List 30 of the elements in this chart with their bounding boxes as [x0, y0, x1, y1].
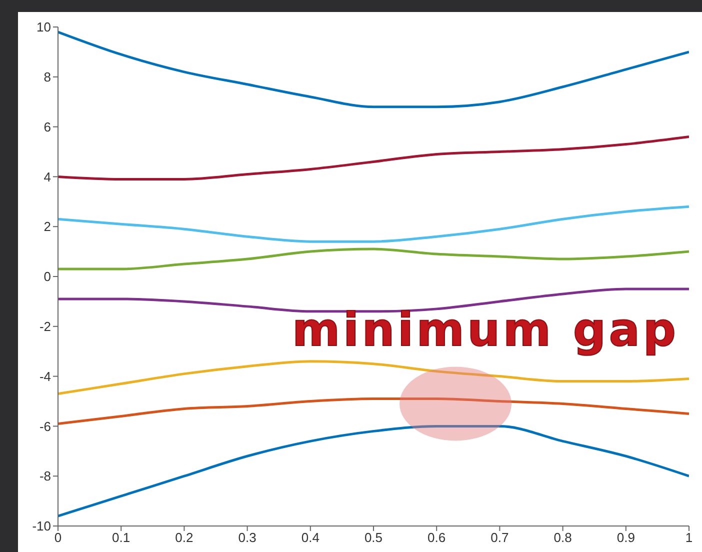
y-tick-label: 6	[44, 119, 51, 134]
y-tick-label: 8	[44, 70, 51, 85]
x-tick-label: 0.2	[175, 530, 194, 546]
line-series	[58, 30, 689, 108]
x-tick-label: 0.8	[554, 530, 572, 546]
x-tick-label: 0.9	[616, 530, 635, 546]
annotation: minimum gap	[292, 302, 679, 357]
y-tick-label: -10	[32, 518, 51, 534]
y-tick-label: 2	[44, 219, 51, 234]
y-tick-label: -8	[39, 468, 51, 484]
line-series	[58, 398, 689, 425]
x-tick-label: 1	[685, 530, 693, 546]
line-series	[58, 205, 689, 243]
line-series	[58, 424, 689, 518]
line-series	[58, 360, 689, 396]
y-tick-label: -6	[39, 418, 51, 434]
y-tick-label: -2	[39, 319, 51, 334]
y-tick-label: 0	[44, 269, 51, 284]
y-tick-label: -4	[39, 368, 51, 384]
x-tick-label: 0.3	[238, 530, 256, 546]
x-tick-label: 0.1	[112, 530, 130, 546]
y-tick-label: 10	[36, 20, 51, 35]
line-series	[58, 248, 689, 270]
x-tick-label: 0	[54, 530, 62, 546]
x-tick-label: 0.4	[301, 530, 320, 546]
x-tick-label: 0.6	[428, 530, 446, 546]
x-tick-label: 0.5	[364, 530, 383, 546]
line-series	[58, 136, 689, 180]
y-tick-label: 4	[44, 169, 51, 184]
x-tick-label: 0.7	[490, 530, 509, 546]
